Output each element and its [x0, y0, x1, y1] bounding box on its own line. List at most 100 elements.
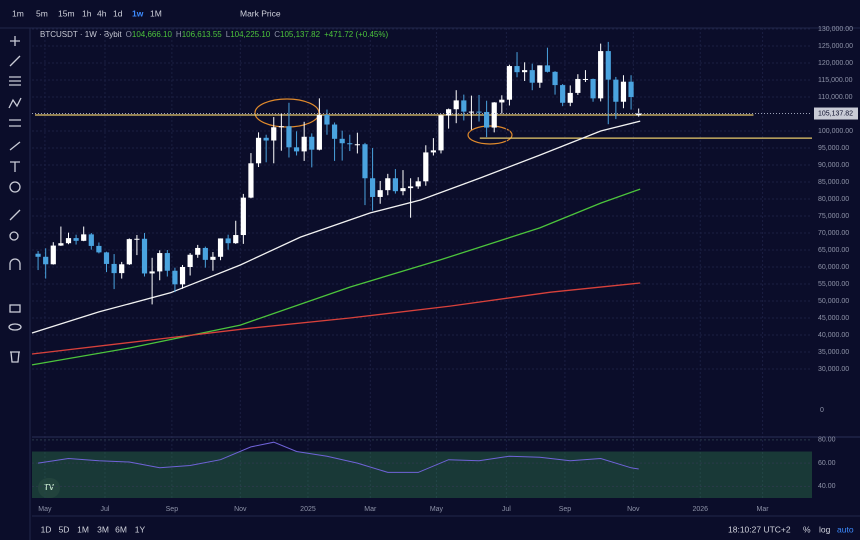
- range-button[interactable]: 6M: [115, 524, 127, 534]
- candle-body: [195, 247, 201, 255]
- x-tick-label: Mar: [364, 506, 377, 513]
- range-button[interactable]: 1D: [41, 524, 52, 534]
- ohlc-value: 104,666.10: [132, 30, 173, 39]
- y-tick-label: 80.00: [818, 437, 836, 444]
- drawing-tools[interactable]: [8, 36, 22, 363]
- auto-toggle[interactable]: auto: [837, 524, 854, 534]
- candle-body: [446, 109, 452, 116]
- ohlc-key: H: [176, 30, 182, 39]
- interval-button[interactable]: 4h: [97, 8, 107, 18]
- candle-body: [476, 111, 482, 113]
- trash-icon[interactable]: [10, 351, 20, 363]
- candle-body: [172, 270, 178, 285]
- candle-body: [293, 147, 300, 152]
- range-button[interactable]: 3M: [97, 524, 109, 534]
- candle-body: [331, 124, 338, 139]
- candle-body: [620, 81, 627, 102]
- candle-body: [560, 85, 566, 103]
- candle-body: [73, 238, 79, 241]
- candle-body: [96, 245, 102, 253]
- interval-button[interactable]: 1m: [12, 8, 24, 18]
- y-tick-label: 60,000.00: [818, 264, 849, 271]
- candle-body: [240, 197, 246, 236]
- candle-body: [575, 78, 581, 93]
- logo[interactable]: [38, 478, 60, 498]
- y-tick-label: 65,000.00: [818, 247, 849, 254]
- brush-icon[interactable]: [9, 141, 21, 151]
- candle-body: [598, 51, 604, 99]
- x-tick-label: Mar: [757, 506, 770, 513]
- text-icon[interactable]: [10, 161, 20, 172]
- candle-body: [255, 137, 262, 164]
- candle-body: [309, 136, 315, 150]
- annotation-circle[interactable]: [467, 125, 513, 145]
- y-tick-label: 55,000.00: [818, 281, 849, 288]
- x-tick-label: 2026: [692, 506, 708, 513]
- candle-body: [103, 252, 110, 264]
- candle-body: [484, 111, 490, 128]
- symbol: BTCUSDT · 1W · Bybit: [40, 30, 122, 39]
- ruler-icon[interactable]: [9, 209, 21, 221]
- interval-button[interactable]: 1w: [132, 8, 144, 18]
- interval-button[interactable]: 1M: [150, 8, 162, 18]
- range-button[interactable]: 5D: [59, 524, 70, 534]
- candle-body: [590, 78, 596, 99]
- zoom-icon[interactable]: [9, 231, 19, 241]
- candle-body: [233, 235, 239, 244]
- percent-toggle[interactable]: %: [803, 524, 811, 534]
- candle-body: [157, 253, 163, 272]
- chart-legend: BTCUSDT · 1W · Bybit O104,666.10 H106,613.…: [40, 30, 388, 39]
- range-button[interactable]: 1Y: [135, 524, 146, 534]
- candle-body: [126, 239, 132, 265]
- ohlc-value: 106,613.55: [182, 30, 223, 39]
- x-tick-label: May: [38, 506, 52, 513]
- y-tick-label: 70,000.00: [818, 230, 849, 237]
- emoji-icon[interactable]: [9, 181, 21, 193]
- lock-icon[interactable]: [9, 304, 21, 313]
- price-tag: [814, 107, 858, 120]
- magnet-icon[interactable]: [9, 258, 21, 270]
- candle-body: [164, 253, 170, 271]
- candle-body: [407, 186, 414, 189]
- candle-body: [225, 238, 231, 244]
- eye-icon[interactable]: [8, 323, 22, 331]
- range-button[interactable]: 1M: [77, 524, 89, 534]
- candle-body: [50, 245, 56, 265]
- candle-body: [567, 92, 573, 103]
- y-tick-label: 100,000.00: [818, 128, 853, 135]
- y-tick-label: 110,000.00: [818, 94, 853, 101]
- y-tick-label: 50,000.00: [818, 298, 849, 305]
- candle-body: [301, 136, 307, 152]
- candle-body: [369, 178, 376, 197]
- projection-icon[interactable]: [9, 119, 21, 127]
- candle-body: [400, 188, 406, 192]
- y-tick-label: 40,000.00: [818, 332, 849, 339]
- fib-icon[interactable]: [9, 76, 21, 86]
- candle-body: [491, 102, 497, 128]
- candle-body: [613, 79, 619, 102]
- candle-body: [415, 181, 421, 187]
- price-source[interactable]: Mark Price: [240, 8, 281, 18]
- candle-body: [605, 51, 611, 80]
- interval-button[interactable]: 1h: [82, 8, 92, 18]
- candle-body: [65, 238, 72, 244]
- candle-body: [263, 137, 269, 141]
- interval-button[interactable]: 1d: [113, 8, 123, 18]
- candle-body: [514, 66, 520, 73]
- x-tick-label: Nov: [234, 506, 247, 513]
- pattern-icon[interactable]: [8, 97, 22, 109]
- moving-average: [31, 188, 641, 366]
- trendline-icon[interactable]: [9, 55, 21, 67]
- candle-body: [430, 150, 437, 153]
- candle-body: [119, 264, 125, 274]
- log-toggle[interactable]: log: [819, 524, 831, 534]
- interval-button[interactable]: 5m: [36, 8, 48, 18]
- clock: 18:10:27 UTC+2: [728, 524, 791, 534]
- candle-body: [544, 65, 551, 72]
- interval-button[interactable]: 15m: [58, 8, 75, 18]
- candle-body: [324, 115, 330, 125]
- candle-body: [187, 254, 193, 267]
- change: +471.72 (+0.45%): [324, 30, 388, 39]
- rsi-line: [38, 441, 639, 473]
- crosshair-icon[interactable]: [10, 36, 20, 46]
